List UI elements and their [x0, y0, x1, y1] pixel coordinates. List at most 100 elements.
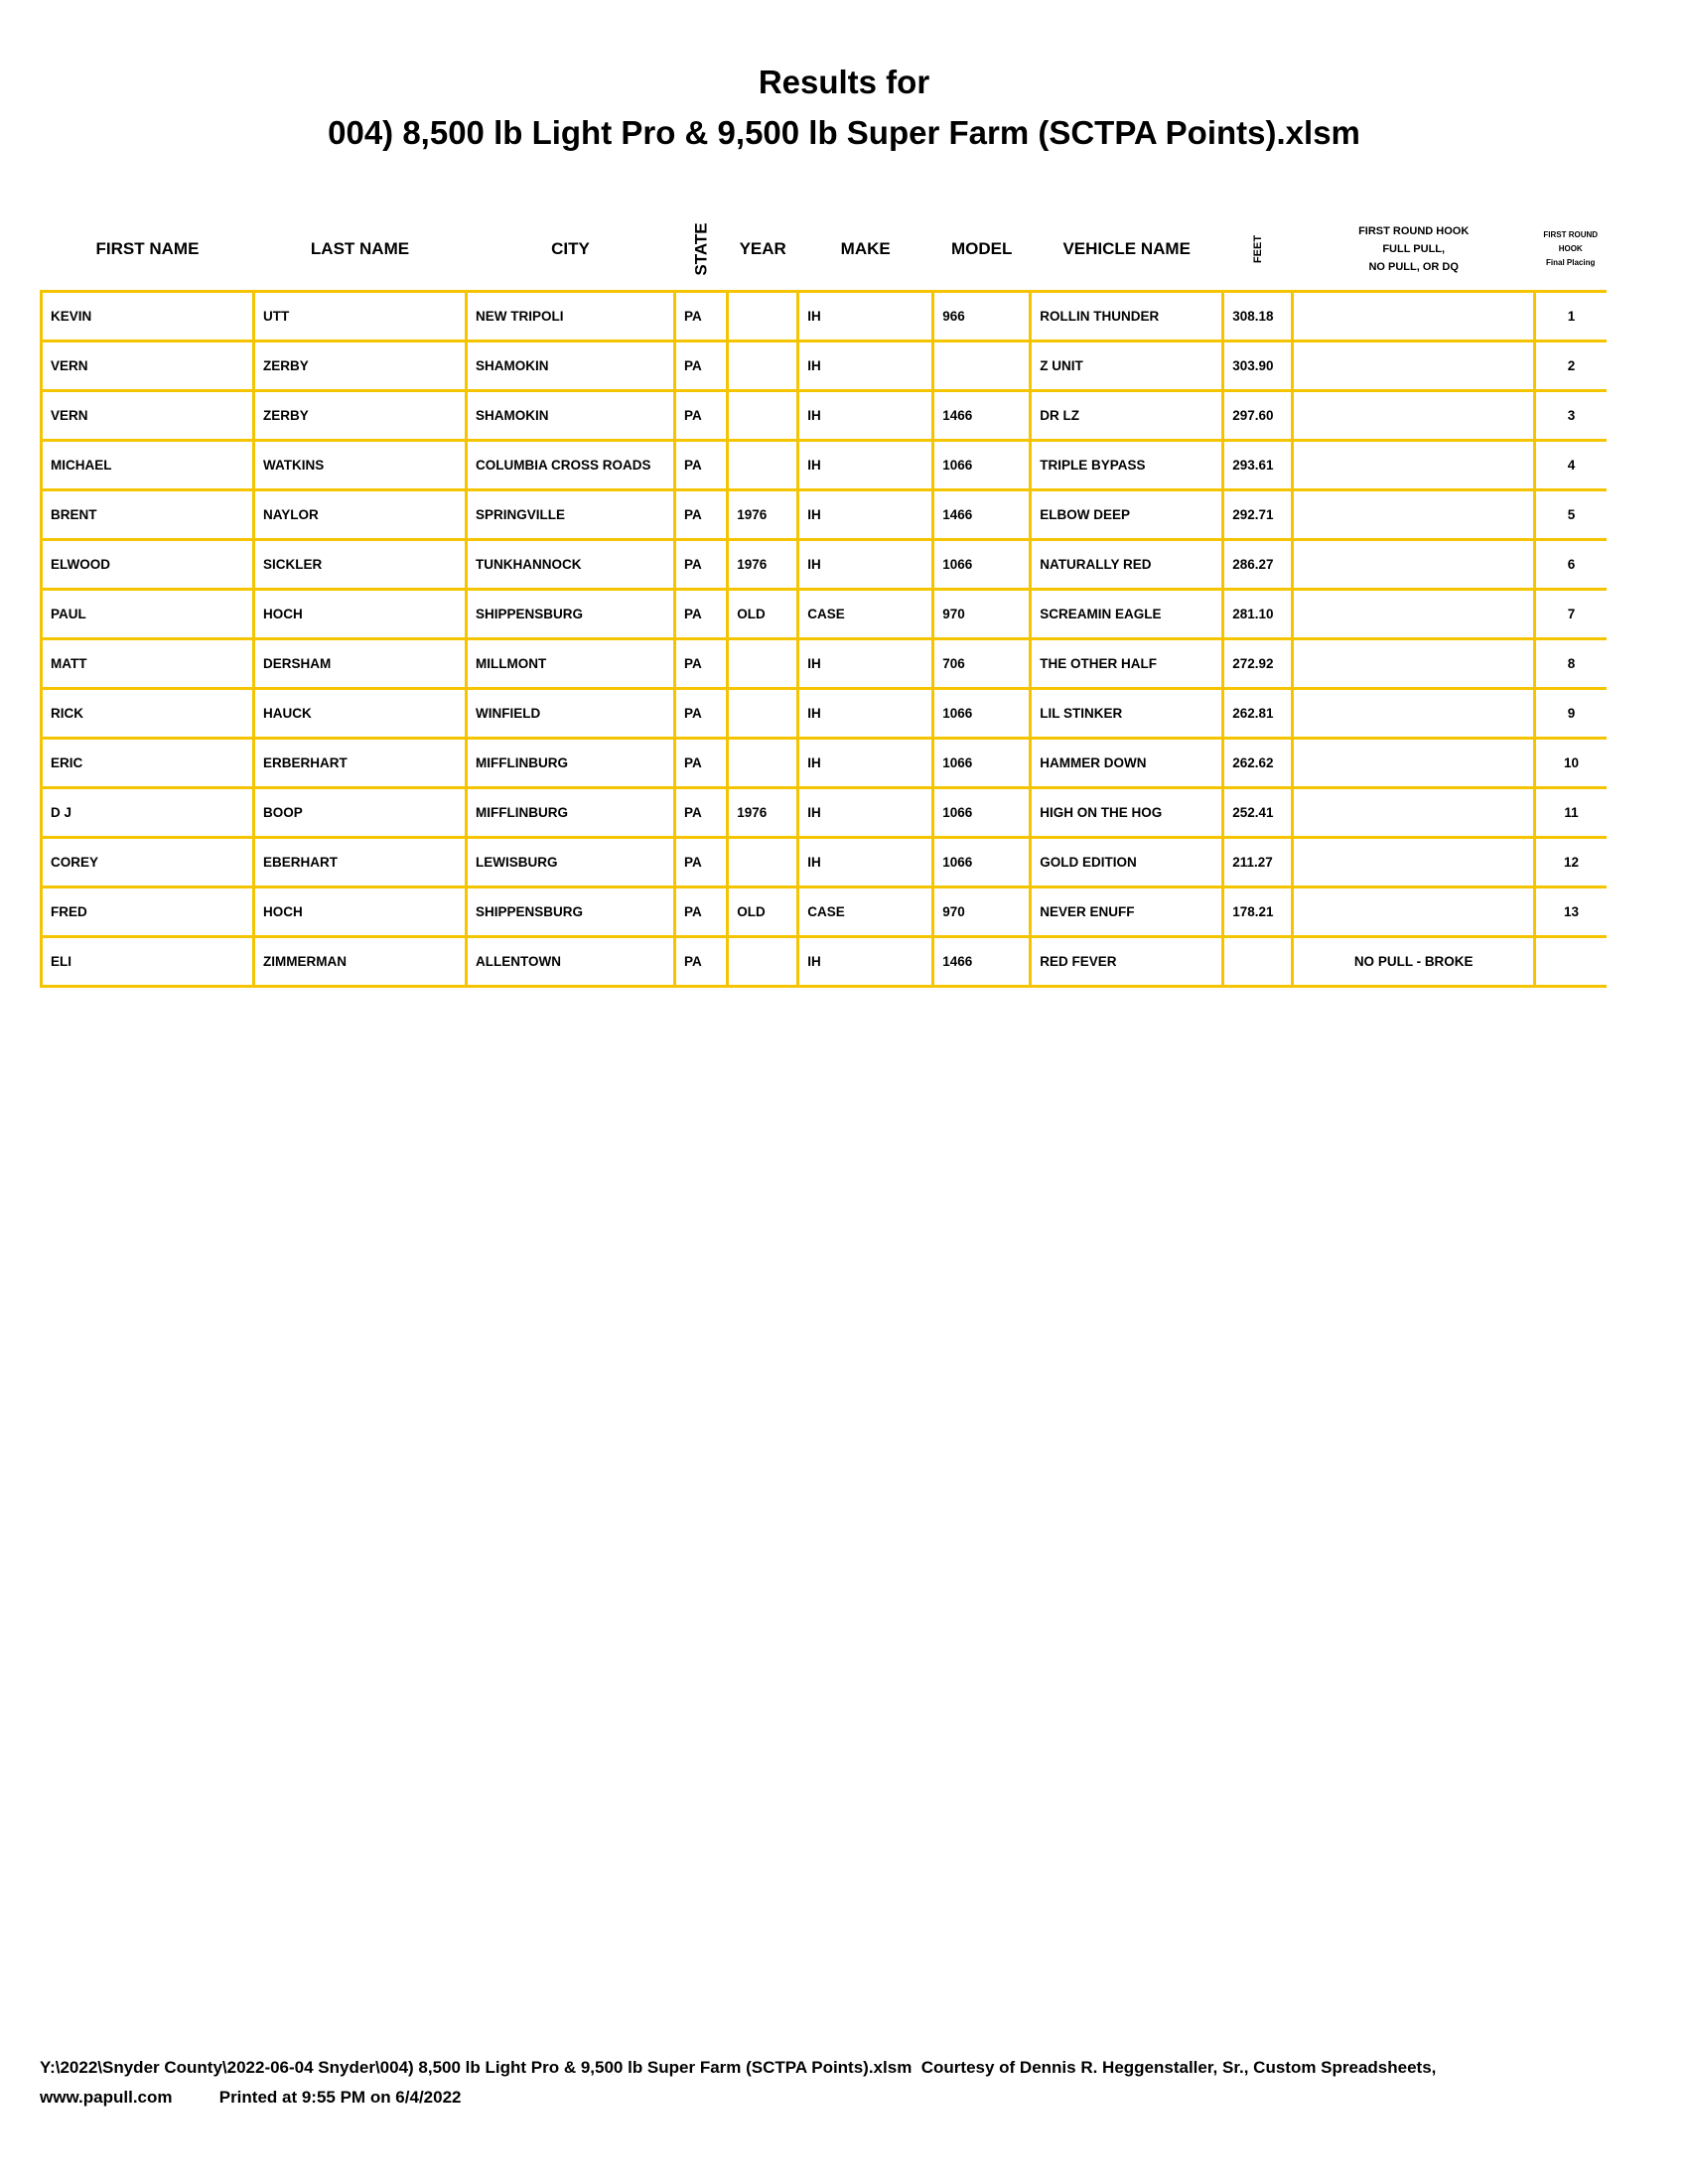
- header-placing-line2: HOOK: [1558, 244, 1583, 253]
- cell-make: IH: [796, 488, 935, 541]
- cell-last-name: EBERHART: [252, 836, 468, 888]
- cell-first-name: VERN: [40, 389, 255, 442]
- cell-first-name: MICHAEL: [40, 439, 255, 491]
- cell-last-name: NAYLOR: [252, 488, 468, 541]
- cell-model: 970: [931, 588, 1033, 640]
- cell-year: OLD: [726, 588, 800, 640]
- cell-make: IH: [796, 538, 935, 591]
- cell-first-name: ELWOOD: [40, 538, 255, 591]
- cell-last-name: DERSHAM: [252, 637, 468, 690]
- header-row: FIRST NAME LAST NAME CITY STATE YEAR MAK…: [42, 208, 1607, 292]
- cell-feet: 281.10: [1221, 588, 1295, 640]
- cell-first-name: ERIC: [40, 737, 255, 789]
- cell-model: 1466: [931, 389, 1033, 442]
- cell-year: OLD: [726, 886, 800, 938]
- table-row: ERIC ERBERHART MIFFLINBURG PA IH 1066 HAMMER D…: [40, 737, 1607, 789]
- header-year: YEAR: [739, 239, 786, 258]
- table-row: D J BOOP MIFFLINBURG PA 1976 IH 1066 HIGH ON TH…: [40, 786, 1607, 839]
- cell-hook-status: [1291, 836, 1537, 888]
- cell-feet: 292.71: [1221, 488, 1295, 541]
- cell-vehicle-name: ROLLIN THUNDER: [1029, 290, 1225, 342]
- table-row: ELI ZIMMERMAN ALLENTOWN PA IH 1466 RED FEVER NO…: [40, 935, 1607, 988]
- header-placing-line3: Final Placing: [1546, 258, 1596, 267]
- cell-model: 1066: [931, 439, 1033, 491]
- header-feet-label: FEET: [1251, 234, 1264, 264]
- cell-hook-status: [1291, 886, 1537, 938]
- cell-state: PA: [672, 538, 730, 591]
- cell-vehicle-name: HAMMER DOWN: [1029, 737, 1225, 789]
- header-state-label: STATE: [691, 222, 711, 276]
- cell-first-name: D J: [40, 786, 255, 839]
- cell-year: [726, 935, 800, 988]
- cell-state: PA: [672, 588, 730, 640]
- cell-city: MILLMONT: [465, 637, 676, 690]
- header-hook-status-line2: FULL PULL,: [1382, 243, 1446, 255]
- header-placing: FIRST ROUND HOOK Final Placing: [1535, 208, 1607, 292]
- cell-city: LEWISBURG: [465, 836, 676, 888]
- cell-hook-status: [1291, 439, 1537, 491]
- cell-last-name: HOCH: [252, 886, 468, 938]
- cell-first-name: VERN: [40, 340, 255, 392]
- cell-year: [726, 439, 800, 491]
- cell-first-name: COREY: [40, 836, 255, 888]
- table-row: VERN ZERBY SHAMOKIN PA IH Z UNIT 303.90 2: [40, 340, 1607, 392]
- cell-vehicle-name: SCREAMIN EAGLE: [1029, 588, 1225, 640]
- table-row: MATT DERSHAM MILLMONT PA IH 706 THE OTHER HALF…: [40, 637, 1607, 690]
- cell-year: [726, 687, 800, 740]
- cell-city: MIFFLINBURG: [465, 786, 676, 839]
- header-placing-line1: FIRST ROUND: [1543, 230, 1599, 239]
- cell-make: IH: [796, 389, 935, 442]
- header-make: MAKE: [840, 239, 891, 258]
- cell-feet: 178.21: [1221, 886, 1295, 938]
- cell-first-name: KEVIN: [40, 290, 255, 342]
- table-row: BRENT NAYLOR SPRINGVILLE PA 1976 IH 1466 ELBOW …: [40, 488, 1607, 541]
- cell-state: PA: [672, 488, 730, 541]
- cell-placing: 6: [1533, 538, 1607, 591]
- cell-model: [931, 340, 1033, 392]
- cell-vehicle-name: RED FEVER: [1029, 935, 1225, 988]
- cell-make: IH: [796, 836, 935, 888]
- cell-feet: [1221, 935, 1295, 988]
- table-row: PAUL HOCH SHIPPENSBURG PA OLD CASE 970 SCREAMIN…: [40, 588, 1607, 640]
- table-row: RICK HAUCK WINFIELD PA IH 1066 LIL STINKER 262.…: [40, 687, 1607, 740]
- cell-city: MIFFLINBURG: [465, 737, 676, 789]
- cell-make: CASE: [796, 588, 935, 640]
- cell-vehicle-name: DR LZ: [1029, 389, 1225, 442]
- cell-vehicle-name: NEVER ENUFF: [1029, 886, 1225, 938]
- cell-year: 1976: [726, 538, 800, 591]
- cell-state: PA: [672, 439, 730, 491]
- cell-vehicle-name: NATURALLY RED: [1029, 538, 1225, 591]
- cell-feet: 293.61: [1221, 439, 1295, 491]
- cell-last-name: BOOP: [252, 786, 468, 839]
- cell-feet: 308.18: [1221, 290, 1295, 342]
- cell-hook-status: [1291, 340, 1537, 392]
- cell-placing: 3: [1533, 389, 1607, 442]
- header-hook-status: FIRST ROUND HOOK FULL PULL, NO PULL, OR …: [1293, 208, 1535, 292]
- cell-make: IH: [796, 439, 935, 491]
- cell-state: PA: [672, 637, 730, 690]
- cell-vehicle-name: GOLD EDITION: [1029, 836, 1225, 888]
- cell-model: 1066: [931, 687, 1033, 740]
- cell-feet: 211.27: [1221, 836, 1295, 888]
- cell-city: NEW TRIPOLI: [465, 290, 676, 342]
- page-title: Results for: [758, 64, 930, 100]
- cell-placing: 7: [1533, 588, 1607, 640]
- cell-model: 966: [931, 290, 1033, 342]
- cell-first-name: RICK: [40, 687, 255, 740]
- cell-placing: 1: [1533, 290, 1607, 342]
- cell-first-name: PAUL: [40, 588, 255, 640]
- header-first-name: FIRST NAME: [95, 239, 200, 258]
- cell-vehicle-name: Z UNIT: [1029, 340, 1225, 392]
- cell-year: [726, 290, 800, 342]
- cell-hook-status: [1291, 588, 1537, 640]
- cell-feet: 272.92: [1221, 637, 1295, 690]
- cell-vehicle-name: LIL STINKER: [1029, 687, 1225, 740]
- cell-placing: 9: [1533, 687, 1607, 740]
- cell-year: [726, 637, 800, 690]
- cell-state: PA: [672, 737, 730, 789]
- cell-placing: [1533, 935, 1607, 988]
- cell-city: SHIPPENSBURG: [465, 886, 676, 938]
- cell-feet: 262.81: [1221, 687, 1295, 740]
- cell-make: IH: [796, 786, 935, 839]
- cell-first-name: ELI: [40, 935, 255, 988]
